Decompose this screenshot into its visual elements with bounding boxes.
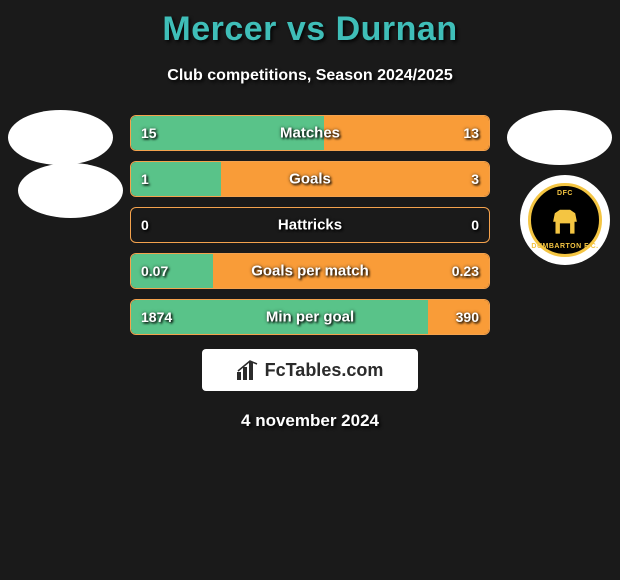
stat-value-left: 1 [141,171,149,187]
bar-chart-icon [237,360,259,380]
stat-label: Hattricks [278,217,342,234]
comparison-infographic: Mercer vs Durnan Club competitions, Seas… [0,0,620,580]
stat-value-right: 13 [463,125,479,141]
stat-value-left: 0.07 [141,263,168,279]
stat-row: 0 Hattricks 0 [130,207,490,243]
stat-label: Matches [280,125,340,142]
stats-list: 15 Matches 13 1 Goals 3 0 Hattricks 0 0.07 Goals p… [0,115,620,335]
stat-value-right: 3 [471,171,479,187]
date-label: 4 november 2024 [0,411,620,431]
stat-label: Min per goal [266,309,354,326]
stat-value-left: 0 [141,217,149,233]
stat-value-right: 0.23 [452,263,479,279]
stat-value-left: 15 [141,125,157,141]
stat-value-right: 390 [456,309,479,325]
stat-bar-right [221,162,490,196]
page-title: Mercer vs Durnan [0,10,620,49]
attribution-text: FcTables.com [265,360,384,381]
stat-row: 1874 Min per goal 390 [130,299,490,335]
stat-row: 0.07 Goals per match 0.23 [130,253,490,289]
stat-value-right: 0 [471,217,479,233]
stat-label: Goals per match [251,263,369,280]
stat-row: 15 Matches 13 [130,115,490,151]
stat-value-left: 1874 [141,309,172,325]
attribution-badge: FcTables.com [202,349,418,391]
stat-row: 1 Goals 3 [130,161,490,197]
stat-label: Goals [289,171,331,188]
page-subtitle: Club competitions, Season 2024/2025 [0,67,620,85]
